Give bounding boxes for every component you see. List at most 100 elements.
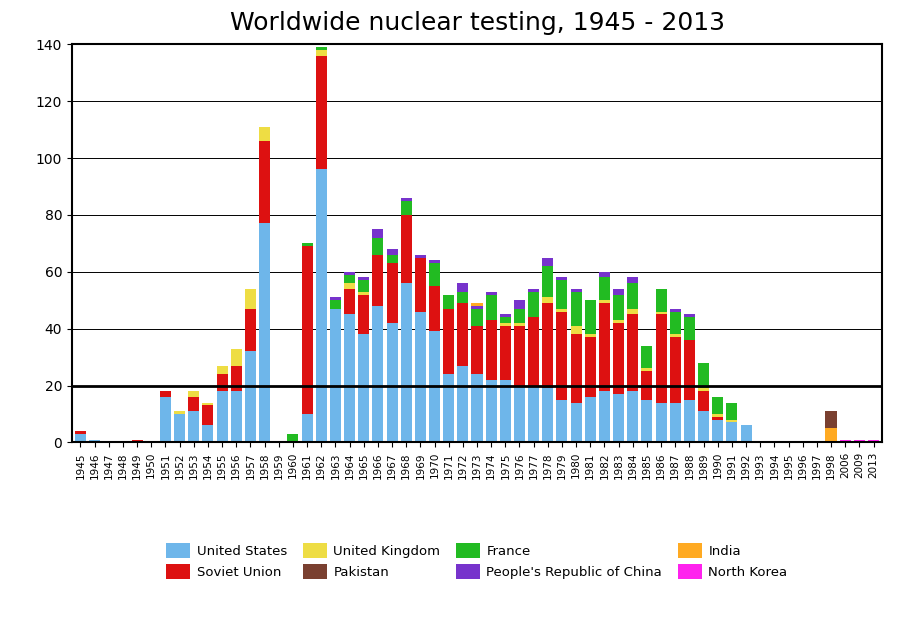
Bar xyxy=(642,372,652,400)
Bar xyxy=(358,277,369,281)
Bar xyxy=(259,141,270,224)
Bar xyxy=(655,289,667,312)
Bar xyxy=(316,47,327,50)
Bar xyxy=(684,340,695,400)
Bar xyxy=(543,266,553,298)
Bar xyxy=(174,411,185,414)
Bar xyxy=(585,397,596,442)
Bar xyxy=(89,440,100,442)
Bar xyxy=(472,303,482,306)
Bar xyxy=(543,388,553,442)
Bar xyxy=(840,440,850,442)
Bar xyxy=(698,388,709,391)
Bar xyxy=(528,292,539,317)
Bar xyxy=(486,292,497,295)
Bar xyxy=(373,306,383,442)
Bar xyxy=(556,309,568,312)
Bar xyxy=(302,246,312,414)
Bar xyxy=(358,334,369,442)
Bar xyxy=(670,334,680,337)
Bar xyxy=(386,249,398,255)
Bar xyxy=(457,292,468,303)
Bar xyxy=(373,238,383,255)
Bar xyxy=(415,312,426,442)
Bar xyxy=(174,414,185,442)
Bar xyxy=(571,334,581,403)
Bar xyxy=(486,295,497,320)
Bar xyxy=(358,281,369,292)
Bar xyxy=(712,414,724,417)
Bar xyxy=(868,440,879,442)
Bar xyxy=(627,315,638,391)
Bar xyxy=(457,303,468,365)
Bar xyxy=(556,281,568,309)
Bar xyxy=(712,420,724,442)
Bar xyxy=(571,289,581,292)
Bar xyxy=(726,420,737,423)
Bar xyxy=(443,374,454,442)
Bar xyxy=(316,56,327,169)
Bar xyxy=(429,260,440,263)
Bar xyxy=(556,312,568,400)
Bar xyxy=(670,309,680,312)
Bar xyxy=(698,391,709,411)
Bar xyxy=(571,403,581,442)
Bar xyxy=(486,320,497,380)
Bar xyxy=(642,400,652,442)
Bar xyxy=(556,277,568,281)
Bar xyxy=(500,315,511,317)
Bar xyxy=(500,326,511,380)
Bar xyxy=(613,320,624,323)
Bar xyxy=(457,283,468,292)
Bar xyxy=(528,289,539,292)
Bar xyxy=(598,391,610,442)
Bar xyxy=(684,400,695,442)
Bar xyxy=(726,423,737,442)
Bar xyxy=(642,368,652,372)
Bar xyxy=(472,306,482,309)
Bar xyxy=(543,258,553,266)
Bar xyxy=(514,323,525,326)
Bar xyxy=(302,243,312,246)
Bar xyxy=(613,323,624,394)
Bar xyxy=(585,334,596,337)
Bar xyxy=(684,317,695,340)
Bar xyxy=(400,215,411,283)
Bar xyxy=(373,255,383,306)
Bar xyxy=(543,303,553,388)
Bar xyxy=(131,440,143,442)
Bar xyxy=(514,308,525,323)
Title: Worldwide nuclear testing, 1945 - 2013: Worldwide nuclear testing, 1945 - 2013 xyxy=(230,11,724,35)
Bar xyxy=(514,386,525,442)
Bar xyxy=(670,337,680,403)
Bar xyxy=(217,391,228,442)
Bar xyxy=(429,286,440,332)
Bar xyxy=(585,337,596,397)
Bar xyxy=(230,391,242,442)
Bar xyxy=(245,351,256,442)
Bar xyxy=(202,406,213,425)
Bar xyxy=(230,365,242,391)
Bar xyxy=(500,317,511,323)
Bar xyxy=(400,283,411,442)
Bar xyxy=(598,303,610,391)
Bar xyxy=(500,323,511,326)
Bar xyxy=(500,380,511,442)
Bar xyxy=(670,403,680,442)
Bar xyxy=(585,300,596,334)
Bar xyxy=(429,332,440,442)
Bar xyxy=(556,400,568,442)
Bar xyxy=(217,365,228,374)
Bar xyxy=(415,258,426,312)
Bar xyxy=(202,425,213,442)
Bar xyxy=(217,374,228,391)
Bar xyxy=(598,300,610,303)
Bar xyxy=(472,326,482,374)
Bar xyxy=(373,229,383,238)
Bar xyxy=(613,289,624,295)
Bar xyxy=(627,277,638,283)
Bar xyxy=(358,295,369,334)
Bar xyxy=(75,434,86,442)
Bar xyxy=(543,298,553,303)
Bar xyxy=(486,380,497,442)
